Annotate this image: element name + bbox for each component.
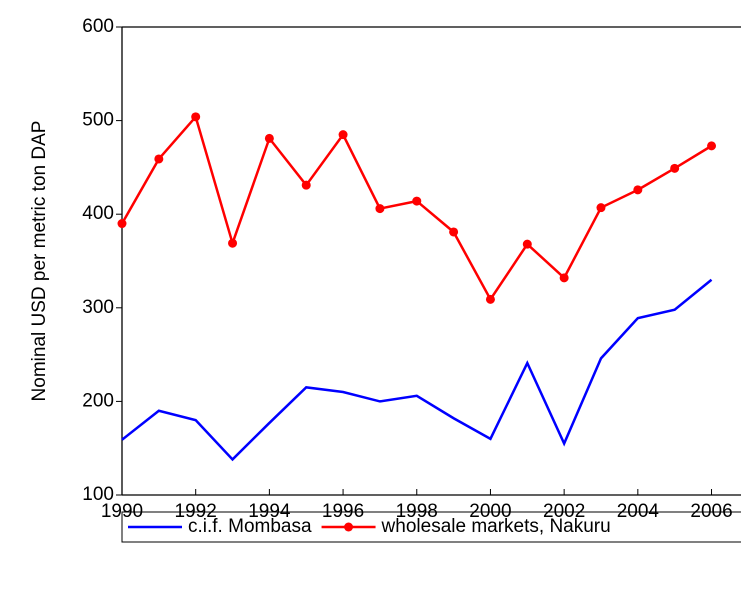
marker	[338, 130, 348, 140]
y-tick-label: 600	[82, 16, 114, 37]
y-tick-label: 400	[82, 203, 114, 224]
marker	[559, 273, 569, 283]
y-tick-label: 200	[82, 390, 114, 411]
marker	[117, 219, 127, 229]
series-line	[120, 114, 713, 302]
y-tick-label: 300	[82, 297, 114, 318]
marker	[596, 203, 606, 213]
marker	[301, 180, 311, 190]
marker	[264, 133, 274, 143]
legend-box	[121, 511, 741, 543]
legend-marker	[344, 522, 354, 532]
marker	[633, 185, 643, 195]
marker	[375, 204, 385, 214]
marker	[485, 294, 495, 304]
marker	[154, 154, 164, 164]
series-line	[121, 278, 713, 462]
marker	[707, 141, 717, 151]
y-tick-label: 100	[82, 484, 114, 505]
legend-label: wholesale markets, Nakuru	[381, 516, 611, 537]
marker	[670, 163, 680, 173]
y-tick-label: 500	[82, 110, 114, 131]
marker	[228, 238, 238, 248]
marker	[449, 227, 459, 237]
legend-label: c.i.f. Mombasa	[188, 516, 312, 537]
y-axis-label: Nominal USD per metric ton DAP	[29, 121, 50, 402]
marker	[522, 239, 532, 249]
marker	[191, 112, 201, 122]
marker	[412, 196, 422, 206]
